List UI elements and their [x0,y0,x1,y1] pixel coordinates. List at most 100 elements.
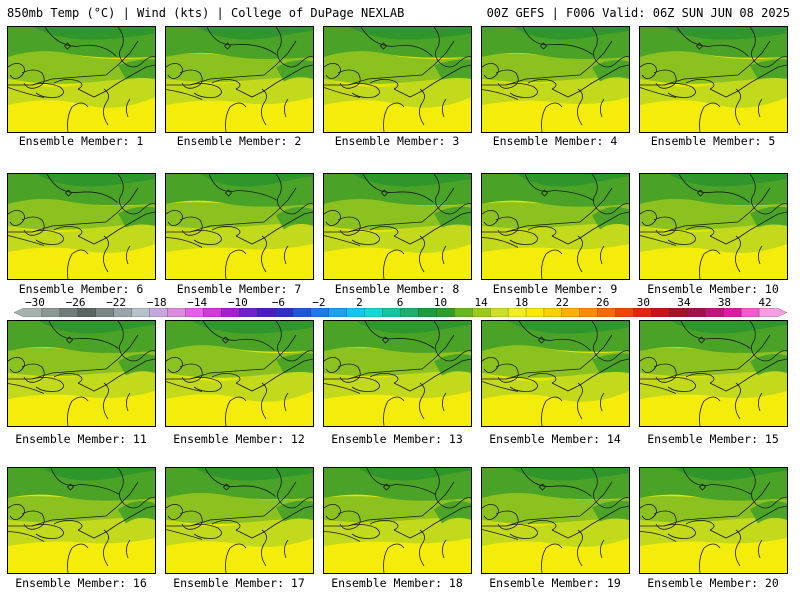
colorbar-swatch [14,308,43,317]
colorbar-swatch [579,308,599,317]
ensemble-member-label: Ensemble Member: 20 [647,576,779,590]
ensemble-member-map [7,173,156,280]
ensemble-member-label: Ensemble Member: 19 [489,576,621,590]
colorbar-tick-label: −22 [106,296,127,309]
colorbar-tick-label: 6 [396,296,404,309]
colorbar-tick-label: 34 [677,296,691,309]
ensemble-member-map [323,320,472,427]
colorbar-swatch [41,308,61,317]
ensemble-member-label: Ensemble Member: 6 [18,282,144,296]
ensemble-member-map [639,173,788,280]
colorbar-swatch [507,308,527,317]
colorbar-swatch [669,308,689,317]
ensemble-member-map [165,173,314,280]
colorbar-tick-label: 14 [474,296,488,309]
ensemble-member-map [165,467,314,574]
colorbar-swatch [758,308,787,317]
colorbar-swatch [185,308,204,317]
ensemble-member-map [639,467,788,574]
ensemble-member-map [7,26,156,133]
colorbar-swatch [221,308,240,317]
colorbar-swatch [651,308,671,317]
ensemble-member-label: Ensemble Member: 12 [173,432,305,446]
colorbar-swatch [561,308,581,317]
colorbar-swatch [203,308,222,317]
ensemble-member-map [639,320,788,427]
ensemble-member-map [7,467,156,574]
colorbar-tick-label: −2 [312,296,326,309]
colorbar-swatch [167,308,187,317]
forecast-valid-time: 00Z GEFS | F006 Valid: 06Z SUN JUN 08 20… [486,6,790,20]
colorbar-tick-label: 42 [758,296,772,309]
ensemble-member-label: Ensemble Member: 11 [15,432,147,446]
colorbar-swatch [418,308,438,317]
colorbar-swatch [597,308,617,317]
colorbar-tick-label: 30 [636,296,650,309]
ensemble-member-map [323,26,472,133]
ensemble-member-map [7,320,156,427]
colorbar-swatch [454,308,473,317]
ensemble-member-map [323,173,472,280]
colorbar-swatch [364,308,384,317]
ensemble-member-label: Ensemble Member: 3 [334,134,460,148]
ensemble-member-label: Ensemble Member: 10 [647,282,779,296]
colorbar-swatch [346,308,366,317]
colorbar-swatch [382,308,402,317]
ensemble-member-label: Ensemble Member: 15 [647,432,779,446]
colorbar-tick-label: −30 [25,296,45,309]
colorbar-tick-label: 26 [596,296,610,309]
colorbar-tick-label: 2 [356,296,363,309]
colorbar-swatch [489,308,509,317]
colorbar-tick-label: 38 [717,296,732,309]
colorbar-swatch [328,308,348,317]
colorbar-swatch [705,308,724,317]
colorbar-tick-label: 18 [515,296,529,309]
colorbar-swatch [113,308,133,317]
ensemble-member-label: Ensemble Member: 1 [18,134,144,148]
map-title: 850mb Temp (°C) | Wind (kts) | College o… [7,6,405,20]
colorbar-swatch [400,308,420,317]
ensemble-member-label: Ensemble Member: 16 [15,576,147,590]
ensemble-member-label: Ensemble Member: 2 [176,134,302,148]
ensemble-member-label: Ensemble Member: 18 [331,576,463,590]
colorbar-swatch [292,308,312,317]
colorbar-swatch [256,308,276,317]
colorbar-swatch [436,308,455,317]
colorbar-swatch [740,308,760,317]
colorbar-swatch [525,308,545,317]
ensemble-member-map [165,26,314,133]
ensemble-member-label: Ensemble Member: 13 [331,432,463,446]
ensemble-member-label: Ensemble Member: 5 [650,134,776,148]
colorbar-tick-label: −18 [146,296,167,309]
ensemble-member-label: Ensemble Member: 9 [492,282,618,296]
ensemble-member-label: Ensemble Member: 17 [173,576,305,590]
ensemble-member-map [481,320,630,427]
temperature-colorbar [14,308,787,317]
colorbar-swatch [238,308,258,317]
ensemble-member-label: Ensemble Member: 4 [492,134,618,148]
ensemble-member-map [481,173,630,280]
colorbar-swatch [543,308,563,317]
colorbar-swatch [310,308,330,317]
colorbar-swatch [687,308,706,317]
colorbar-swatch [472,308,491,317]
ensemble-member-map [481,467,630,574]
ensemble-member-label: Ensemble Member: 7 [176,282,302,296]
ensemble-member-map [481,26,630,133]
colorbar-swatch [149,308,169,317]
colorbar-swatch [59,308,79,317]
colorbar-swatch [131,308,151,317]
colorbar-swatch [95,308,115,317]
ensemble-member-map [639,26,788,133]
ensemble-member-label: Ensemble Member: 14 [489,432,621,446]
colorbar-swatch [274,308,294,317]
colorbar-tick-label: 10 [433,296,448,309]
colorbar-tick-label: −26 [65,296,86,309]
colorbar-swatch [615,308,635,317]
colorbar-tick-label: −6 [271,296,285,309]
ensemble-member-label: Ensemble Member: 8 [334,282,460,296]
colorbar-tick-label: 22 [555,296,569,309]
colorbar-tick-label: −14 [187,296,208,309]
colorbar-swatch [723,308,742,317]
colorbar-swatch [633,308,653,317]
